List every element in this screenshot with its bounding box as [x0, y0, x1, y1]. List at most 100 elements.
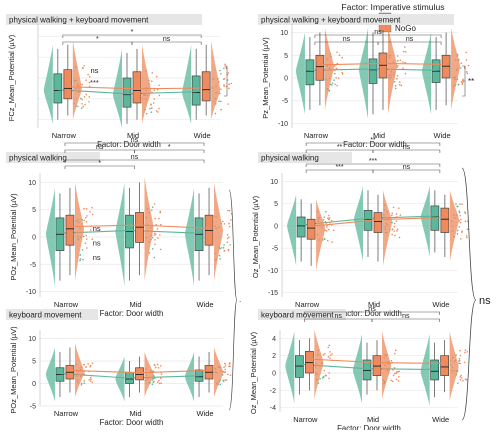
box-nogo [441, 54, 451, 79]
data-point [82, 258, 84, 261]
data-point [81, 83, 84, 86]
data-point [395, 371, 398, 373]
y-tick-label: -10 [26, 289, 36, 296]
data-point [399, 214, 402, 216]
data-point [458, 362, 460, 365]
data-point [464, 351, 466, 354]
x-tick-label: Mid [127, 131, 139, 140]
data-point [158, 379, 160, 382]
sig-label: ns [96, 144, 104, 151]
x-tick-label: Mid [129, 300, 141, 309]
violin-go [420, 334, 430, 406]
data-point [154, 243, 156, 246]
violin-go [295, 32, 305, 115]
data-point [151, 379, 154, 381]
data-point [391, 233, 393, 236]
panel-title: keyboard movement [261, 311, 334, 320]
violin-nogo [214, 347, 224, 397]
x-tick-label: Narrow [304, 131, 329, 140]
violin-nogo [144, 177, 154, 281]
data-point [80, 107, 83, 109]
data-point [88, 81, 91, 84]
data-point [88, 100, 90, 103]
data-point [396, 75, 399, 77]
data-point [328, 228, 330, 231]
data-point [85, 216, 87, 219]
data-point [402, 50, 405, 53]
y-tick-label: -4 [270, 405, 276, 412]
data-point [153, 256, 156, 259]
data-point [230, 219, 232, 221]
data-point [160, 223, 162, 226]
violin-nogo [142, 44, 151, 124]
data-point [459, 214, 461, 217]
data-point [333, 65, 336, 67]
data-point [82, 235, 85, 238]
data-point [77, 105, 79, 107]
sig-label: ns [131, 137, 139, 144]
data-point [85, 366, 87, 368]
data-point [394, 87, 397, 90]
data-point [154, 376, 157, 379]
data-point [456, 233, 459, 235]
data-point [150, 80, 153, 82]
data-point [158, 107, 160, 110]
legend-title: Factor: Imperative stimulus [341, 2, 444, 12]
sig-bracket [131, 41, 202, 45]
data-point [323, 369, 326, 372]
data-point [325, 374, 327, 377]
data-point [456, 229, 459, 232]
data-point [150, 111, 153, 114]
data-point [393, 230, 396, 232]
sig-label: *** [335, 164, 343, 171]
data-point [229, 225, 231, 228]
data-point [155, 223, 157, 226]
box-go [368, 58, 378, 84]
box-nogo [63, 69, 73, 100]
violin-go [43, 44, 53, 124]
data-point [86, 215, 88, 217]
data-point [396, 55, 399, 57]
data-point [225, 379, 228, 381]
data-point [228, 236, 230, 238]
data-point [229, 362, 231, 364]
data-point [458, 211, 461, 214]
data-point [327, 214, 330, 217]
mean-line-nogo [311, 216, 445, 227]
panel-title-strip [6, 152, 100, 163]
violin-go [354, 185, 363, 262]
data-point [156, 381, 159, 384]
data-point [461, 203, 463, 205]
sig-label: ** [370, 137, 376, 144]
data-point [405, 51, 407, 53]
data-point [159, 210, 162, 213]
data-point [153, 234, 156, 236]
data-point [89, 376, 92, 379]
violin-nogo [382, 331, 391, 399]
data-point [341, 73, 344, 75]
sig-bracket [314, 34, 442, 38]
violin-go [115, 182, 125, 287]
data-point [331, 82, 334, 84]
data-point [222, 220, 224, 223]
data-point [341, 71, 344, 74]
data-point [227, 103, 230, 105]
violin-nogo [449, 190, 459, 262]
sig-label: ns [402, 313, 410, 320]
data-point [229, 365, 231, 368]
sig-label-mid: *** [90, 78, 99, 87]
x-tick-label: Narrow [52, 131, 77, 140]
y-axis-label: Oz_Mean_Potential (µV) [249, 331, 258, 414]
data-point [153, 89, 156, 92]
sig-label: ns [403, 144, 411, 151]
data-point [459, 362, 462, 365]
data-point [395, 220, 398, 222]
data-point [81, 98, 83, 101]
data-point [333, 79, 335, 81]
data-point [222, 247, 225, 249]
x-tick-label: Wide [434, 131, 451, 140]
data-point [85, 207, 88, 210]
y-tick-label: -10 [278, 121, 288, 128]
data-point [159, 248, 162, 251]
data-point [341, 56, 344, 59]
